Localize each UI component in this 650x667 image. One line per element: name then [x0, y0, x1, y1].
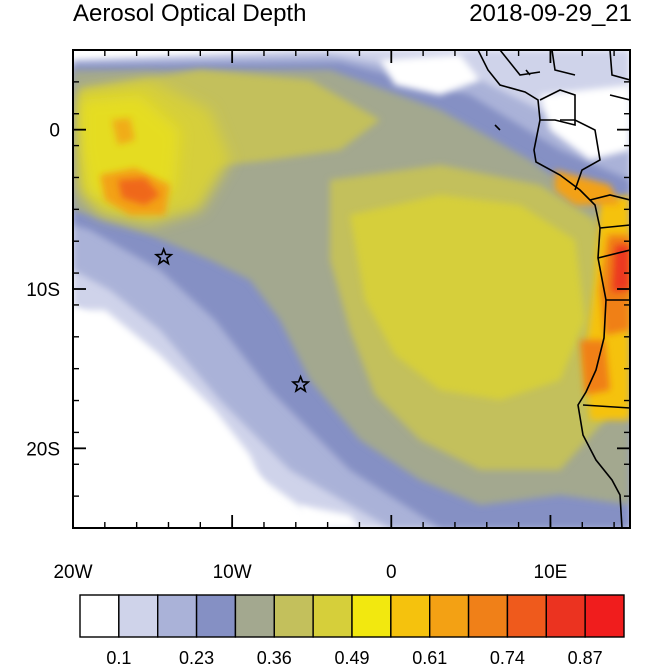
x-tick-label: 10E	[534, 562, 568, 583]
colorbar-label: 0.36	[257, 648, 292, 667]
colorbar-swatch	[506, 594, 547, 638]
y-tick-label: 10S	[26, 280, 60, 301]
colorbar-swatch	[118, 594, 159, 638]
coastline	[477, 50, 630, 528]
colorbar-swatch	[234, 594, 275, 638]
colorbar-swatch	[545, 594, 586, 638]
colorbar-label: 0.61	[412, 648, 447, 667]
colorbar-label: 0.23	[179, 648, 214, 667]
x-tick-label: 0	[386, 562, 397, 583]
aod-field	[73, 50, 630, 528]
y-tick-label: 20S	[26, 439, 60, 460]
y-axis: 0 10S 20S	[26, 121, 630, 460]
x-tick-label: 10W	[213, 562, 252, 583]
plot-title: Aerosol Optical Depth	[73, 0, 307, 27]
colorbar-swatch	[584, 594, 625, 638]
colorbar-swatch	[157, 594, 198, 638]
colorbar-label: 0.87	[568, 648, 603, 667]
colorbar-swatch	[195, 594, 237, 638]
colorbar-label: 0.49	[334, 648, 369, 667]
colorbar-swatch	[429, 594, 470, 638]
colorbar-swatch	[79, 594, 120, 638]
colorbar-label: 0.1	[106, 648, 131, 667]
colorbar-swatch	[351, 594, 392, 638]
site-markers	[153, 246, 311, 393]
x-axis: 20W 10W 0 10E	[53, 50, 567, 583]
colorbar-swatch	[467, 594, 509, 638]
colorbar-swatch	[390, 594, 431, 638]
plot-timestamp: 2018-09-29_21	[469, 0, 632, 27]
y-tick-label: 0	[49, 121, 60, 142]
colorbar-swatch	[273, 594, 314, 638]
star-marker	[153, 246, 174, 266]
colorbar: 0.1 0.23 0.36 0.49 0.61 0.74 0.87	[79, 594, 625, 667]
star-marker	[290, 374, 311, 393]
colorbar-label: 0.74	[490, 648, 525, 667]
colorbar-swatch	[312, 594, 353, 638]
x-tick-label: 20W	[53, 562, 92, 583]
